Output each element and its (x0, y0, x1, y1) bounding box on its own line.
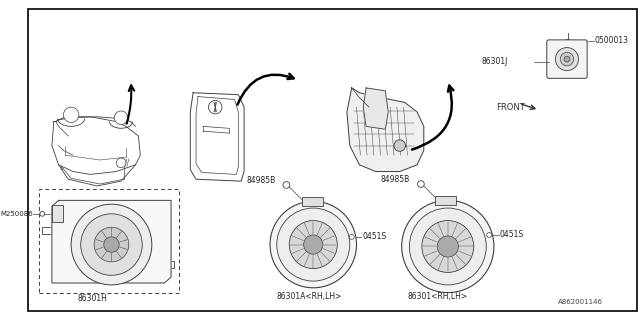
Text: 0451S: 0451S (500, 230, 524, 239)
Text: 86301A<RH,LH>: 86301A<RH,LH> (276, 292, 342, 301)
Circle shape (402, 200, 494, 292)
Circle shape (81, 214, 142, 275)
Text: 86301J: 86301J (481, 58, 508, 67)
Text: 86301<RH,LH>: 86301<RH,LH> (408, 292, 468, 301)
Circle shape (115, 111, 128, 124)
Bar (40, 189, 179, 292)
Circle shape (116, 158, 126, 168)
Polygon shape (52, 200, 171, 283)
Circle shape (94, 227, 129, 262)
Bar (435, 196, 456, 205)
Bar (301, 196, 323, 206)
Text: 86301H: 86301H (78, 294, 108, 303)
Circle shape (564, 56, 570, 62)
Circle shape (410, 208, 486, 285)
Circle shape (276, 208, 350, 281)
FancyBboxPatch shape (547, 40, 587, 78)
Text: 0500013: 0500013 (595, 36, 629, 45)
Text: 0451S: 0451S (362, 232, 387, 241)
Circle shape (289, 220, 337, 268)
Text: A862001146: A862001146 (558, 299, 604, 305)
Circle shape (209, 100, 222, 114)
Circle shape (303, 235, 323, 254)
Circle shape (566, 39, 570, 44)
Polygon shape (347, 88, 424, 172)
Text: M250086: M250086 (0, 211, 33, 217)
Circle shape (487, 233, 492, 237)
Circle shape (394, 140, 406, 151)
Circle shape (270, 201, 356, 288)
Circle shape (71, 204, 152, 285)
Circle shape (104, 237, 119, 252)
Text: FRONT: FRONT (496, 103, 525, 112)
Circle shape (63, 107, 79, 123)
Circle shape (349, 235, 354, 239)
Circle shape (556, 48, 579, 71)
Text: 84985B: 84985B (381, 175, 410, 184)
Circle shape (422, 220, 474, 272)
Circle shape (560, 52, 573, 66)
Polygon shape (364, 88, 388, 129)
Text: 84985B: 84985B (246, 176, 275, 185)
Circle shape (40, 212, 45, 216)
Bar (52, 205, 63, 222)
Circle shape (437, 236, 458, 257)
Circle shape (417, 181, 424, 188)
Circle shape (283, 182, 290, 188)
